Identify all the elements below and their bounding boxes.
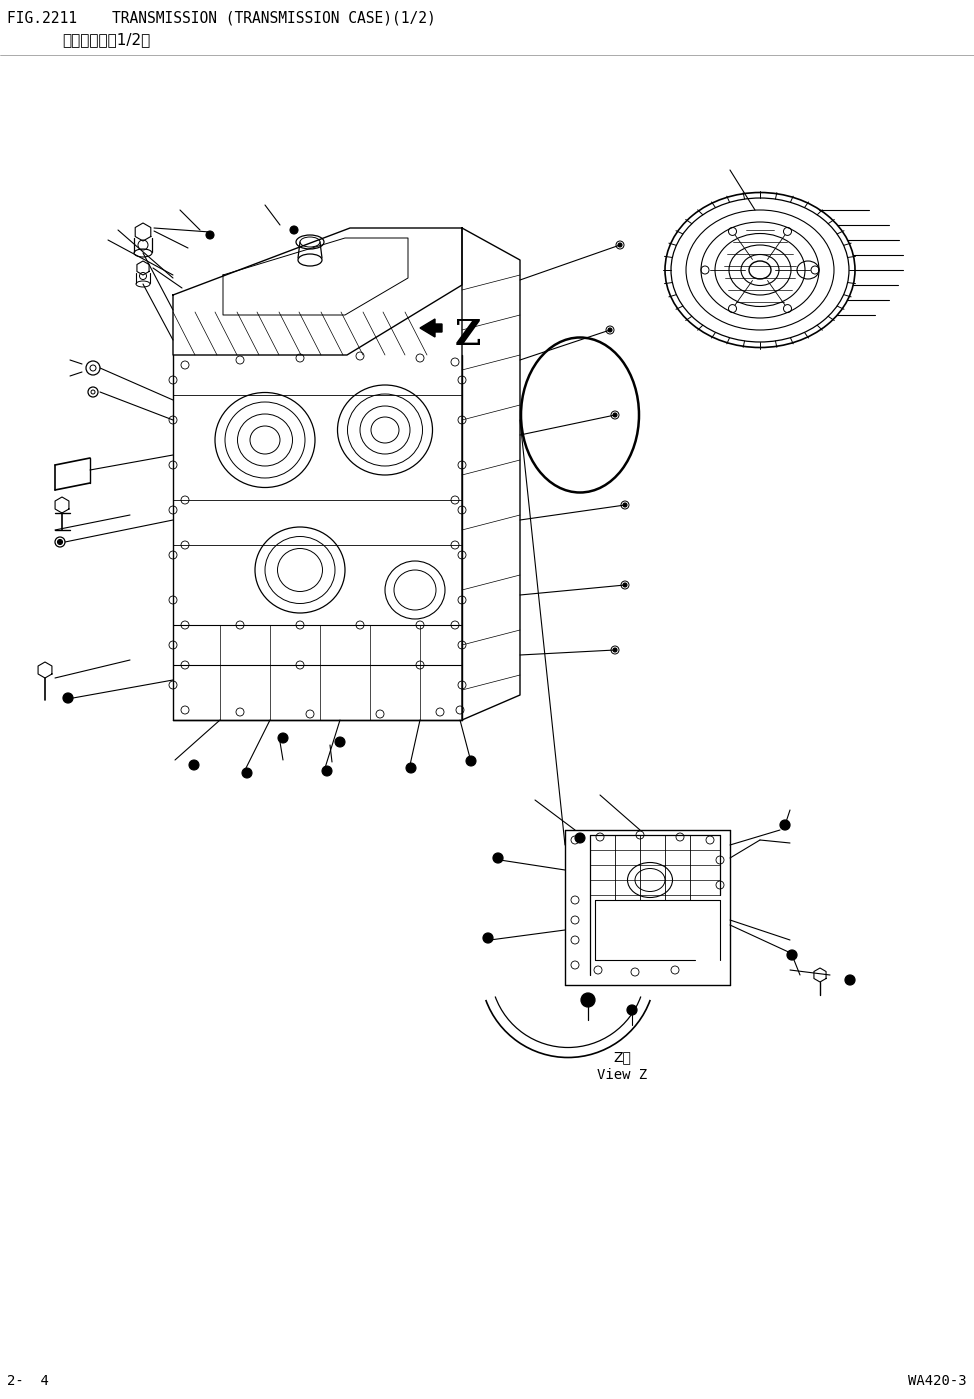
Circle shape [189, 760, 199, 769]
Text: FIG.2211    TRANSMISSION (TRANSMISSION CASE)(1/2): FIG.2211 TRANSMISSION (TRANSMISSION CASE… [7, 10, 435, 25]
Circle shape [845, 975, 855, 985]
Circle shape [466, 755, 476, 767]
Circle shape [335, 737, 345, 747]
Circle shape [627, 1004, 637, 1016]
Circle shape [623, 583, 627, 588]
Circle shape [621, 501, 629, 509]
Text: View Z: View Z [597, 1067, 647, 1081]
Circle shape [406, 762, 416, 774]
Circle shape [611, 646, 619, 653]
Text: 2-  4: 2- 4 [7, 1374, 49, 1388]
Text: WA420-3: WA420-3 [909, 1374, 967, 1388]
Circle shape [322, 767, 332, 776]
Circle shape [493, 853, 503, 863]
Circle shape [606, 326, 614, 334]
Circle shape [623, 504, 627, 506]
Text: Z視: Z視 [613, 1051, 631, 1065]
Circle shape [780, 820, 790, 830]
Circle shape [63, 693, 73, 704]
Circle shape [57, 540, 62, 544]
Circle shape [581, 993, 595, 1007]
Circle shape [242, 768, 252, 778]
Circle shape [290, 227, 298, 234]
Circle shape [613, 648, 617, 652]
Circle shape [483, 933, 493, 943]
Circle shape [278, 733, 288, 743]
Text: 変速笚全体（1/2）: 変速笚全体（1/2） [62, 32, 150, 48]
Circle shape [787, 950, 797, 960]
Text: Z: Z [455, 318, 481, 353]
Circle shape [608, 327, 612, 332]
FancyArrow shape [420, 319, 442, 337]
Circle shape [206, 231, 214, 239]
Circle shape [616, 241, 624, 249]
Circle shape [611, 411, 619, 418]
Circle shape [613, 413, 617, 417]
Circle shape [621, 581, 629, 589]
Circle shape [575, 832, 585, 844]
Circle shape [618, 243, 622, 248]
